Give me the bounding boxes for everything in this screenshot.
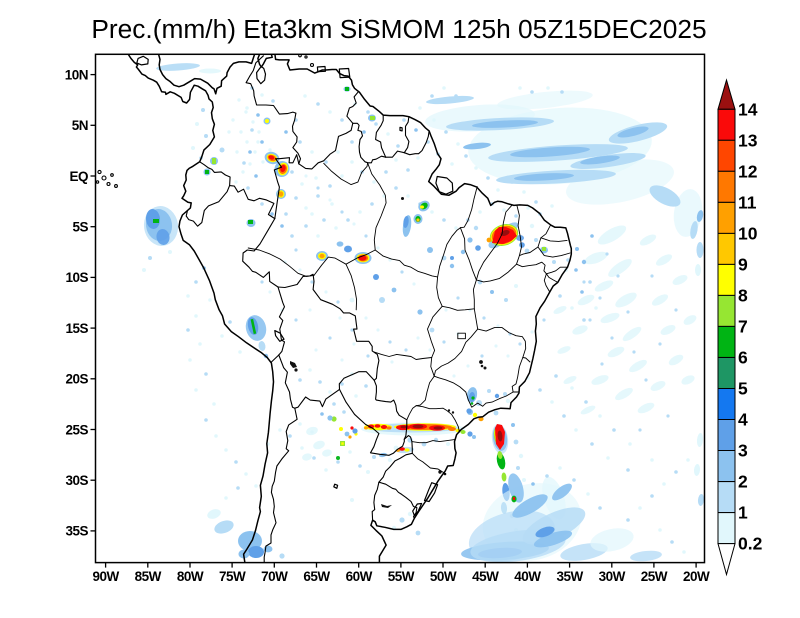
svg-text:5: 5 <box>738 379 748 399</box>
svg-text:10N: 10N <box>65 67 88 82</box>
svg-text:60W: 60W <box>346 569 373 584</box>
svg-text:6: 6 <box>738 348 748 368</box>
svg-text:65W: 65W <box>303 569 330 584</box>
svg-text:80W: 80W <box>177 569 204 584</box>
svg-text:75W: 75W <box>219 569 246 584</box>
svg-text:12: 12 <box>738 161 758 181</box>
svg-text:10S: 10S <box>65 270 88 285</box>
svg-text:9: 9 <box>738 254 748 274</box>
svg-text:0.2: 0.2 <box>738 534 763 554</box>
svg-text:10: 10 <box>738 223 758 243</box>
svg-text:30S: 30S <box>65 473 88 488</box>
svg-text:55W: 55W <box>388 569 415 584</box>
svg-text:7: 7 <box>738 316 748 336</box>
svg-text:3: 3 <box>738 441 748 461</box>
svg-text:15S: 15S <box>65 321 88 336</box>
svg-text:25S: 25S <box>65 422 88 437</box>
svg-text:50W: 50W <box>430 569 457 584</box>
svg-text:13: 13 <box>738 130 758 150</box>
svg-text:70W: 70W <box>261 569 288 584</box>
svg-text:14: 14 <box>738 99 758 119</box>
svg-text:90W: 90W <box>92 569 119 584</box>
svg-text:5S: 5S <box>72 220 88 235</box>
svg-text:35W: 35W <box>556 569 583 584</box>
svg-text:4: 4 <box>738 410 748 430</box>
svg-text:Prec.(mm/h) Eta3km SiSMOM 125h: Prec.(mm/h) Eta3km SiSMOM 125h 05Z15DEC2… <box>91 14 706 44</box>
svg-text:40W: 40W <box>514 569 541 584</box>
svg-text:35S: 35S <box>65 524 88 539</box>
svg-text:2: 2 <box>738 472 748 492</box>
svg-text:20S: 20S <box>65 372 88 387</box>
svg-text:11: 11 <box>738 192 757 212</box>
svg-text:8: 8 <box>738 285 748 305</box>
svg-text:20W: 20W <box>683 569 710 584</box>
svg-text:EQ: EQ <box>69 169 88 184</box>
svg-text:1: 1 <box>738 503 748 523</box>
svg-text:25W: 25W <box>641 569 668 584</box>
svg-text:45W: 45W <box>472 569 499 584</box>
svg-text:85W: 85W <box>135 569 162 584</box>
svg-text:30W: 30W <box>599 569 626 584</box>
svg-text:5N: 5N <box>72 118 88 133</box>
